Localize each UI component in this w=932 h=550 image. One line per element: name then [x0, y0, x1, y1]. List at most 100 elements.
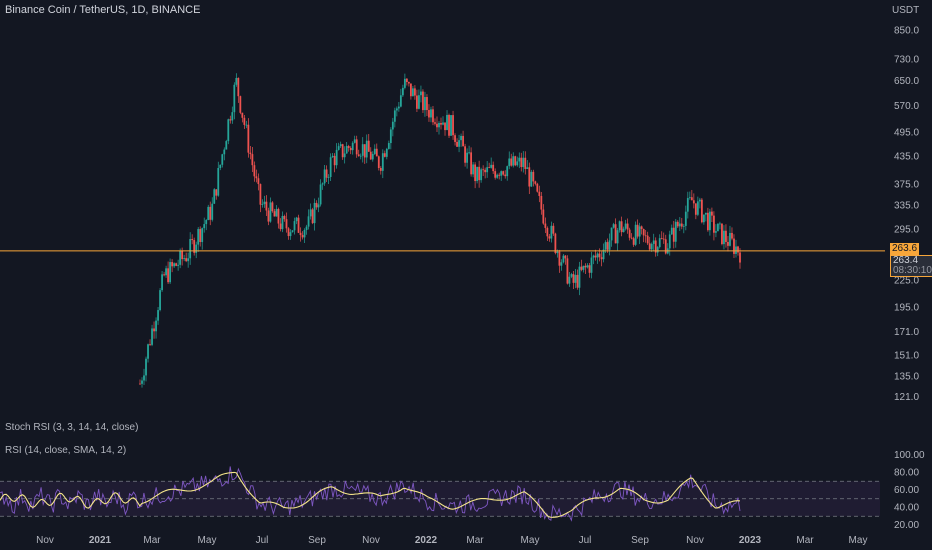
time-tick-label: Mar: [143, 535, 161, 546]
time-tick-label: Nov: [362, 535, 380, 546]
candle-body: [468, 152, 470, 154]
candle-body: [209, 206, 212, 220]
candle-body: [717, 223, 719, 232]
candle-body: [502, 171, 505, 175]
candle-body: [590, 257, 593, 273]
candle-body: [584, 265, 587, 268]
rsi-tick-label: 20.00: [894, 520, 919, 531]
price-tick-label: 151.0: [894, 350, 919, 361]
rsi-label[interactable]: RSI (14, close, SMA, 14, 2): [5, 445, 127, 456]
candle-body: [654, 240, 657, 253]
candle-body: [169, 262, 172, 283]
candle-body: [696, 201, 699, 215]
time-tick-label: 2022: [415, 535, 438, 546]
candle-body: [339, 144, 342, 147]
candle-body: [700, 199, 703, 223]
candle-body: [458, 140, 460, 147]
time-tick-label: May: [521, 535, 540, 546]
candle-body: [674, 221, 677, 242]
candle-body: [391, 121, 394, 130]
candle-body: [648, 243, 651, 250]
candle-body: [177, 264, 180, 266]
candle-body: [646, 235, 649, 244]
candle-body: [155, 320, 157, 332]
candle-body: [233, 84, 236, 113]
candle-body: [514, 156, 517, 166]
candle-body: [548, 236, 551, 239]
last-price-value: 263.4: [893, 255, 919, 266]
candle-body: [482, 169, 485, 171]
candle-body: [464, 146, 466, 163]
candle-body: [305, 226, 308, 230]
candle-body: [149, 344, 151, 346]
price-high-tag: 263.6: [890, 243, 920, 255]
candle-body: [731, 232, 733, 239]
candle-body: [632, 238, 635, 245]
candle-body: [662, 238, 665, 240]
candle-body: [574, 274, 577, 283]
candle-body: [622, 228, 625, 233]
candle-body: [690, 197, 693, 201]
candle-body: [387, 143, 390, 149]
candle-body: [313, 202, 316, 224]
candle-body: [371, 153, 374, 160]
candle-body: [373, 148, 376, 154]
candle-body: [554, 233, 557, 254]
candle-body: [193, 240, 196, 253]
price-tick-label: 570.0: [894, 101, 919, 112]
rsi-ma-line: [0, 471, 741, 518]
candle-body: [598, 253, 601, 258]
countdown-timer: 08:30:10: [893, 265, 932, 276]
candle-body: [221, 154, 224, 165]
candle-body: [203, 224, 206, 229]
time-tick-label: Nov: [36, 535, 54, 546]
candle-body: [452, 115, 454, 136]
price-tick-label: 225.0: [894, 276, 919, 287]
candle-body: [528, 167, 531, 187]
candle-body: [375, 148, 378, 157]
candle-body: [173, 263, 176, 267]
candle-body: [490, 164, 493, 168]
candle-body: [161, 274, 163, 291]
candle-body: [253, 165, 256, 177]
candle-body: [450, 115, 452, 136]
candle-body: [295, 217, 298, 222]
candle-body: [713, 215, 715, 233]
candle-body: [353, 139, 356, 143]
candle-body: [694, 203, 697, 215]
candle-body: [434, 122, 436, 124]
candle-body: [680, 223, 683, 227]
candle-body: [171, 262, 174, 267]
candle-body: [634, 224, 637, 245]
candle-body: [401, 87, 404, 96]
candle-body: [520, 157, 523, 168]
candle-body: [291, 230, 294, 233]
candle-body: [167, 268, 169, 283]
candle-body: [361, 144, 364, 156]
candle-body: [668, 234, 671, 249]
candle-body: [534, 181, 537, 184]
candle-body: [652, 240, 655, 244]
candle-body: [223, 149, 226, 155]
candle-body: [323, 169, 326, 184]
candle-body: [604, 242, 607, 250]
candle-body: [440, 122, 442, 125]
candle-body: [566, 258, 569, 284]
candle-body: [512, 156, 515, 166]
candle-body: [393, 110, 396, 122]
stoch-rsi-label[interactable]: Stoch RSI (3, 3, 14, 14, close): [5, 422, 139, 433]
candle-body: [377, 156, 380, 168]
candle-body: [494, 171, 497, 178]
candle-body: [474, 164, 477, 182]
candle-body: [560, 262, 563, 266]
candle-body: [426, 97, 428, 111]
candle-body: [153, 328, 155, 332]
candle-body: [315, 202, 318, 208]
candle-body: [721, 223, 723, 245]
candle-body: [536, 183, 539, 192]
candle-body: [303, 229, 306, 238]
candle-body: [626, 223, 629, 230]
candle-body: [715, 231, 717, 233]
candle-body: [578, 266, 581, 288]
